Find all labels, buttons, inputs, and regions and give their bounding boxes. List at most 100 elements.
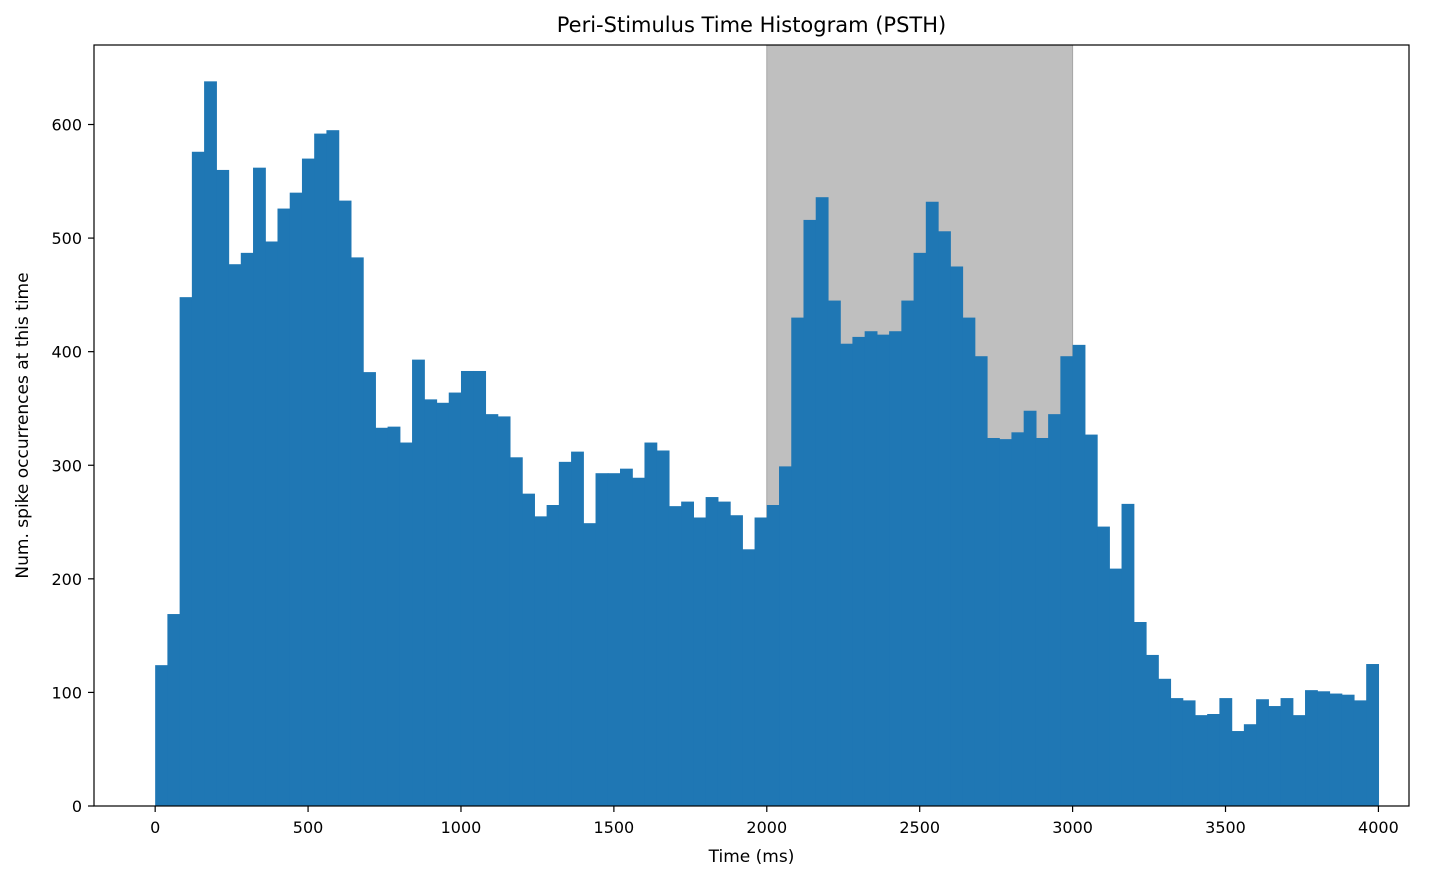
histogram-bar xyxy=(607,473,621,806)
x-tick-label: 1500 xyxy=(594,818,635,837)
y-tick-label: 600 xyxy=(51,116,82,135)
histogram-bar xyxy=(705,497,719,806)
histogram-bar xyxy=(338,200,352,806)
histogram-bar xyxy=(656,450,670,806)
x-tick-label: 2500 xyxy=(899,818,940,837)
histogram-bar xyxy=(1170,698,1184,806)
histogram-bar xyxy=(986,437,1000,806)
histogram-bar xyxy=(1182,700,1196,806)
histogram-bar xyxy=(840,343,854,806)
histogram-bar xyxy=(509,457,523,806)
histogram-bar xyxy=(436,402,450,806)
histogram-bar xyxy=(546,505,560,806)
chart-title: Peri-Stimulus Time Histogram (PSTH) xyxy=(557,13,946,37)
histogram-bar xyxy=(742,549,756,806)
histogram-bar xyxy=(1072,344,1086,806)
histogram-bar xyxy=(1146,654,1159,806)
histogram-bar xyxy=(668,506,682,806)
histogram-bar xyxy=(277,208,291,806)
histogram-bar xyxy=(1023,410,1037,806)
histogram-bar xyxy=(938,231,951,806)
histogram-bar xyxy=(240,252,254,806)
histogram-bar xyxy=(399,442,413,806)
histogram-bar xyxy=(534,516,548,806)
histogram-bar xyxy=(1121,503,1135,806)
plot-frame xyxy=(93,44,1410,807)
histogram-bar xyxy=(1353,700,1367,806)
histogram-bar xyxy=(473,370,487,806)
y-tick-label: 500 xyxy=(51,229,82,248)
y-tick-label: 0 xyxy=(72,797,82,816)
histogram-bar xyxy=(1133,621,1147,806)
histogram-bar xyxy=(950,266,964,806)
x-tick-label: 0 xyxy=(150,818,160,837)
histogram-bar xyxy=(167,614,181,806)
histogram-bar xyxy=(1194,715,1208,806)
histogram-bar xyxy=(791,317,805,806)
histogram-bar xyxy=(876,334,890,806)
y-tick-label: 100 xyxy=(51,683,82,702)
histogram-bar xyxy=(363,372,376,806)
histogram-bar xyxy=(571,451,584,806)
histogram-bar xyxy=(1011,432,1025,806)
y-axis-label: Num. spike occurrences at this time xyxy=(13,272,33,578)
histogram-bar xyxy=(326,130,340,806)
histogram-bar xyxy=(925,201,939,806)
x-axis-label: Time (ms) xyxy=(708,847,795,867)
histogram-bar xyxy=(1329,693,1343,806)
histogram-bar xyxy=(301,158,315,806)
x-tick-label: 1000 xyxy=(441,818,482,837)
histogram-bar xyxy=(1109,568,1123,806)
histogram-bar xyxy=(864,331,878,806)
histogram-bar xyxy=(754,517,768,806)
y-axis-ticks: 0 100 200 300 400 500 600 xyxy=(51,116,94,816)
x-axis-ticks: 0 500 1000 1500 2000 2500 3000 3500 4000 xyxy=(150,806,1399,837)
histogram-bar xyxy=(620,468,633,806)
histogram-bar xyxy=(1305,690,1318,806)
histogram-bar xyxy=(766,505,780,806)
histogram-bar xyxy=(962,317,976,806)
histogram-bar xyxy=(424,399,438,806)
histogram-bar xyxy=(1317,691,1331,806)
histogram-bar xyxy=(693,517,707,806)
histogram-bar xyxy=(1256,699,1269,806)
histogram-bar xyxy=(583,523,597,806)
histogram-bar xyxy=(375,427,389,806)
histogram-bar xyxy=(1035,437,1049,806)
histogram-bar xyxy=(815,197,829,806)
histogram-bar xyxy=(1207,713,1220,806)
histogram-bar xyxy=(1268,706,1282,806)
histogram-bar xyxy=(253,167,266,807)
y-tick-label: 300 xyxy=(51,456,82,475)
histogram-bar xyxy=(1097,526,1110,806)
histogram-bar xyxy=(632,477,646,806)
histogram-bar xyxy=(387,426,401,806)
histogram-bar xyxy=(179,297,193,806)
x-tick-label: 3000 xyxy=(1052,818,1093,837)
histogram-bar xyxy=(228,264,242,806)
histogram-bar xyxy=(289,192,303,806)
histogram-bar xyxy=(1292,715,1306,806)
histogram-bar xyxy=(1341,694,1355,806)
histogram-bar xyxy=(1060,356,1074,806)
histogram-bar xyxy=(155,665,168,806)
y-tick-label: 200 xyxy=(51,570,82,589)
histogram-bar xyxy=(522,493,535,806)
histogram-bar xyxy=(681,501,694,806)
histogram-bar xyxy=(1048,414,1061,806)
histogram-bar xyxy=(1219,698,1233,806)
histogram-bar xyxy=(216,169,230,806)
histogram-bar xyxy=(497,416,511,806)
histogram-bar xyxy=(460,370,474,806)
histogram-bar xyxy=(644,442,658,806)
histogram-bar xyxy=(595,473,609,806)
histogram-bar xyxy=(448,392,462,806)
histogram-bar xyxy=(1366,664,1380,806)
histogram-bar xyxy=(1084,434,1098,806)
histogram-bar xyxy=(558,461,572,806)
histogram-bar xyxy=(350,257,364,806)
histogram-bar xyxy=(265,241,279,806)
histogram-bar xyxy=(717,501,731,806)
